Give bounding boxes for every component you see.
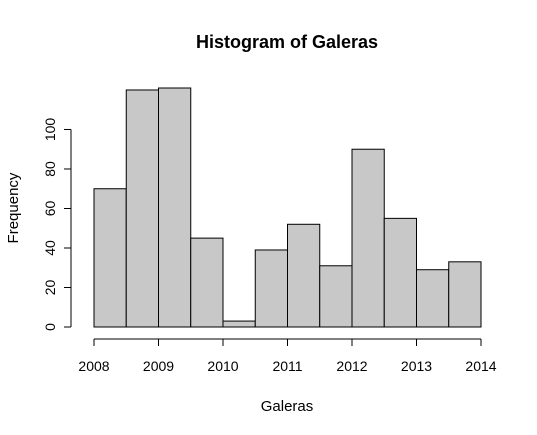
histogram-bar (351, 148, 385, 328)
y-tick-label: 0 (42, 323, 58, 331)
x-tick-label: 2012 (336, 358, 367, 374)
x-tick-label: 2009 (143, 358, 174, 374)
histogram-bar (125, 89, 159, 328)
histogram-bar (93, 188, 127, 328)
x-tick-label: 2008 (78, 358, 109, 374)
histogram-bar (416, 269, 450, 328)
y-tick-label: 20 (42, 279, 58, 295)
histogram-bar (254, 249, 288, 328)
x-tick-label: 2013 (401, 358, 432, 374)
histogram-bar (158, 87, 192, 328)
bars-group (93, 87, 482, 328)
histogram-bar (222, 320, 256, 328)
histogram-bar (287, 223, 321, 328)
x-tick-label: 2011 (272, 358, 302, 374)
chart-title: Histogram of Galeras (196, 32, 378, 52)
x-axis: 2008 2009 2010 2011 2012 2013 2014 (78, 338, 497, 374)
x-tick-label: 2014 (465, 358, 496, 374)
x-tick-label: 2010 (207, 358, 238, 374)
y-tick-label: 40 (42, 240, 58, 256)
y-tick-label: 100 (42, 118, 58, 142)
x-axis-label: Galeras (261, 398, 314, 415)
y-axis-label: Frequency (5, 172, 22, 243)
y-tick-label: 80 (42, 161, 58, 177)
histogram-bar (190, 237, 224, 328)
y-axis: 0 20 40 60 80 100 (42, 118, 72, 331)
histogram-bar (383, 217, 417, 328)
histogram-bar (448, 261, 482, 328)
y-tick-label: 60 (42, 200, 58, 216)
histogram-bar (319, 265, 353, 328)
